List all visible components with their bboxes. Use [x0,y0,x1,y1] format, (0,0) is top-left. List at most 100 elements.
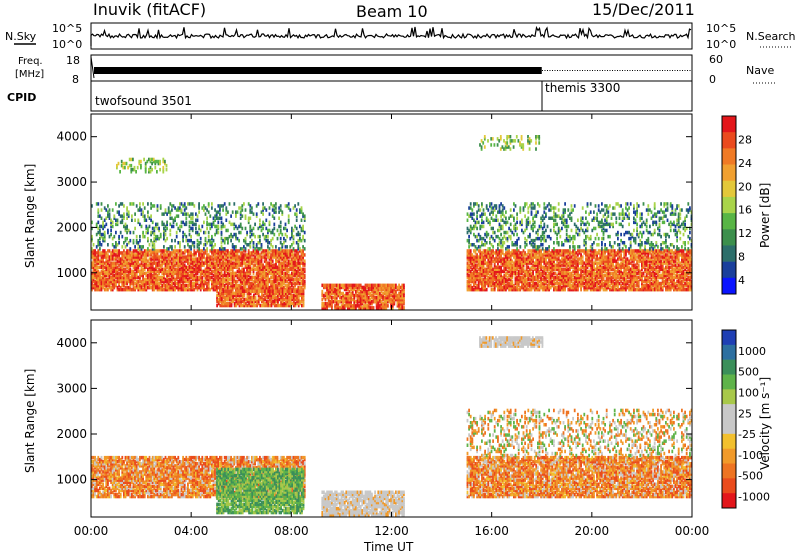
echo-cell [220,285,223,290]
echo-cell [95,259,98,263]
echo-cell [247,269,250,274]
echo-cell [265,281,268,286]
echo-cell [201,269,204,274]
echo-cell [570,263,573,267]
echo-cell [91,253,93,257]
echo-cell [609,271,611,276]
echo-cell [377,297,380,302]
echo-cell [379,300,381,304]
echo-cell [548,263,550,267]
echo-cell [241,257,244,261]
echo-cell [271,279,274,284]
echo-cell [508,265,510,269]
echo-cell [532,269,534,274]
echo-cell [302,275,304,280]
echo-cell [204,277,207,282]
echo-cell [535,287,538,292]
echo-cell [484,285,486,290]
echo-cell [524,253,526,257]
echo-cell [345,291,348,296]
echo-cell [498,253,501,257]
echo-cell [385,283,388,288]
echo-cell [139,273,141,278]
echo-cell [570,273,573,278]
echo-cell [214,261,216,265]
echo-cell [487,251,490,255]
echo-cell [393,295,396,300]
echo-cell [276,253,279,257]
echo-cell [471,287,474,292]
echo-cell [363,285,365,290]
echo-cell [366,295,368,300]
echo-cell [589,255,592,259]
echo-cell [569,279,571,284]
echo-cell [153,277,156,282]
echo-cell [113,285,116,290]
echo-cell [617,287,619,292]
echo-cell [235,263,237,267]
echo-cell [297,289,300,293]
echo-cell [554,281,557,286]
echo-cell [347,297,349,302]
echo-cell [131,275,133,280]
echo-cell [135,257,138,261]
echo-cell [94,259,96,263]
echo-cell [190,279,192,284]
echo-cell [253,289,255,293]
echo-cell [589,283,592,288]
echo-cell [118,283,120,288]
echo-cell [119,257,122,261]
echo-cell [195,253,197,257]
echo-cell [391,293,394,298]
echo-cell [123,263,125,267]
echo-cell [383,302,386,306]
echo-cell [324,302,327,306]
echo-cell [588,255,590,259]
echo-cell [220,267,223,271]
echo-cell [586,261,589,265]
echo-cell [206,261,208,265]
echo-cell [363,293,365,298]
echo-cell [228,269,231,274]
echo-cell [377,285,380,290]
echo-cell [594,249,597,253]
echo-cell [594,261,597,265]
echo-cell [288,303,290,308]
echo-cell [585,257,587,261]
echo-cell [137,281,140,286]
echo-cell [498,279,501,284]
echo-cell [143,253,146,257]
echo-cell [249,295,252,300]
echo-cell [522,285,525,290]
echo-cell [214,265,216,269]
echo-cell [235,297,238,302]
echo-cell [356,302,359,306]
echo-cell [295,263,298,267]
echo-cell [537,287,539,292]
echo-cell [249,255,252,259]
echo-cell [490,249,493,253]
echo-cell [297,271,300,276]
echo-cell [391,306,394,310]
echo-cell [107,267,109,271]
echo-cell [265,295,268,300]
echo-cell [139,275,141,280]
echo-cell [249,301,252,306]
echo-cell [252,253,255,257]
echo-cell [337,287,340,292]
echo-cell [292,271,295,276]
echo-cell [269,297,271,302]
echo-cell [177,263,180,267]
echo-cell [151,283,154,288]
echo-cell [196,259,199,263]
echo-cell [153,279,156,284]
echo-cell [623,281,626,286]
echo-cell [599,265,602,269]
echo-cell [214,257,216,261]
echo-cell [121,257,124,261]
echo-cell [364,297,367,302]
echo-cell [358,297,360,302]
echo-cell [129,255,132,259]
echo-cell [522,261,525,265]
echo-cell [140,263,143,267]
